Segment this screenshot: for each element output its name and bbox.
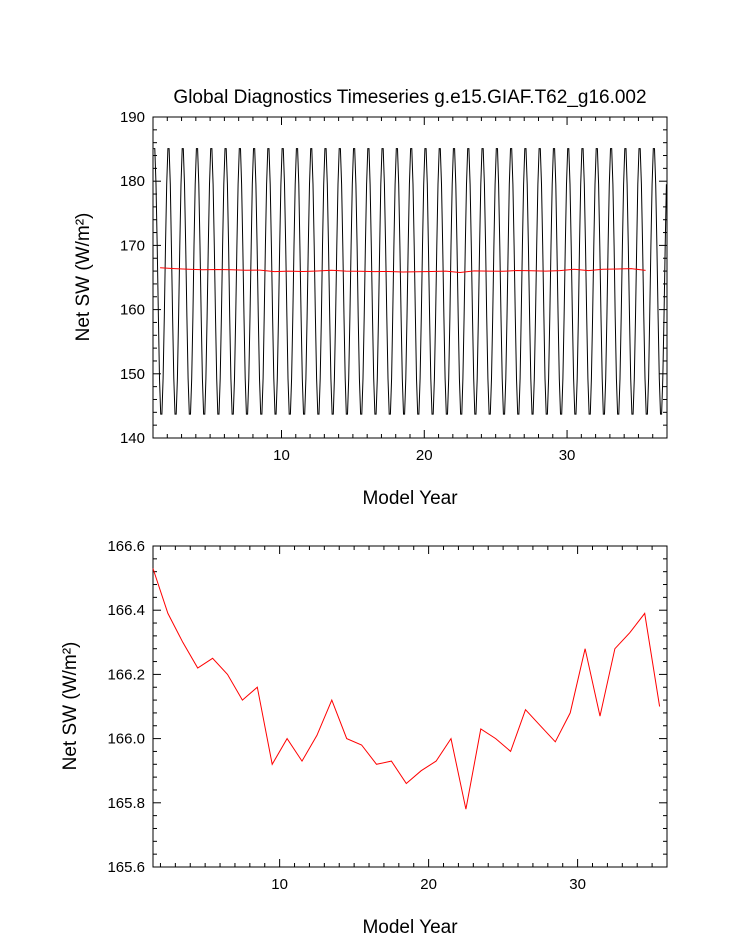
bottom-series-lines: [152, 568, 661, 810]
y-tick-label: 166.4: [107, 602, 145, 619]
annual-mean-series-line: [152, 568, 661, 810]
top-chart-panel: Global Diagnostics Timeseries g.e15.GIAF…: [73, 87, 668, 509]
bottom-plot-frame: [152, 545, 668, 868]
y-tick-label: 166.2: [107, 666, 145, 683]
annual-mean-series-line: [160, 267, 646, 274]
x-tick-label: 20: [420, 876, 437, 893]
bottom-ticks: [153, 545, 668, 868]
x-tick-label: 10: [273, 447, 290, 464]
bottom-x-axis-label: Model Year: [362, 917, 458, 938]
top-series-lines: [153, 148, 667, 415]
y-tick-label: 180: [120, 173, 145, 190]
y-tick-label: 170: [120, 237, 145, 254]
top-tick-labels: 10 20 30 140 150 160 170 180 190: [120, 109, 575, 464]
bottom-y-axis-label: Net SW (W/m²): [60, 642, 81, 771]
bottom-chart-panel: 10 20 30 165.6 165.8 166.0 166.2 166.4 166.6 Mod…: [60, 538, 668, 938]
y-tick-label: 165.8: [107, 795, 145, 812]
top-x-axis-label: Model Year: [362, 488, 458, 509]
y-tick-label: 190: [120, 109, 145, 126]
y-tick-label: 165.6: [107, 859, 145, 876]
y-tick-label: 166.0: [107, 731, 145, 748]
y-tick-label: 160: [120, 302, 145, 319]
x-tick-label: 30: [559, 447, 576, 464]
x-tick-label: 10: [271, 876, 288, 893]
x-tick-label: 30: [569, 876, 586, 893]
y-tick-label: 166.6: [107, 538, 145, 555]
x-tick-label: 20: [416, 447, 433, 464]
top-ticks: [152, 116, 668, 439]
y-tick-label: 140: [120, 430, 145, 447]
top-y-axis-label: Net SW (W/m²): [73, 213, 94, 342]
chart-title: Global Diagnostics Timeseries g.e15.GIAF…: [173, 87, 646, 108]
bottom-tick-labels: 10 20 30 165.6 165.8 166.0 166.2 166.4 166.6: [107, 538, 585, 893]
y-tick-label: 150: [120, 366, 145, 383]
monthly-series-line: [153, 148, 667, 415]
